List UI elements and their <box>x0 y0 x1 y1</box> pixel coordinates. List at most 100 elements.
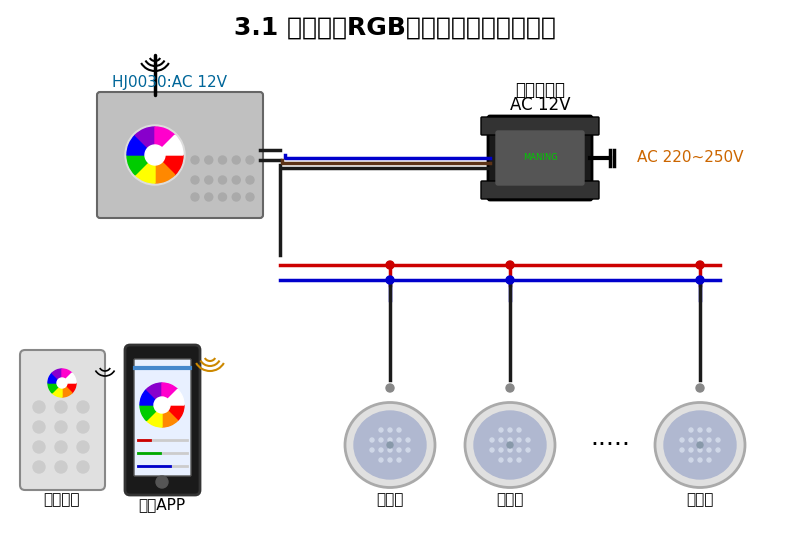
Circle shape <box>388 428 392 432</box>
Circle shape <box>490 438 494 442</box>
FancyBboxPatch shape <box>488 116 592 200</box>
Wedge shape <box>48 373 62 383</box>
Circle shape <box>191 193 199 201</box>
Circle shape <box>156 476 168 488</box>
Wedge shape <box>155 155 183 175</box>
Wedge shape <box>146 405 162 427</box>
Text: 3.1 水下灯在RGB模式中的连线应用示例: 3.1 水下灯在RGB模式中的连线应用示例 <box>234 16 556 40</box>
Circle shape <box>689 438 693 442</box>
Wedge shape <box>48 383 62 393</box>
Circle shape <box>55 401 67 413</box>
Circle shape <box>379 448 383 452</box>
Circle shape <box>77 401 89 413</box>
Circle shape <box>406 438 410 442</box>
Circle shape <box>370 448 374 452</box>
Circle shape <box>499 458 503 462</box>
Text: HJ0030:AC 12V: HJ0030:AC 12V <box>113 76 227 90</box>
Text: 触摸手柄: 触摸手柄 <box>44 493 80 507</box>
Circle shape <box>517 438 521 442</box>
Circle shape <box>689 428 693 432</box>
Ellipse shape <box>474 411 546 479</box>
Circle shape <box>77 421 89 433</box>
Circle shape <box>526 438 530 442</box>
Circle shape <box>386 261 394 269</box>
Circle shape <box>499 438 503 442</box>
Circle shape <box>696 261 704 269</box>
Text: 水下灯: 水下灯 <box>686 493 714 507</box>
Wedge shape <box>62 369 72 383</box>
Circle shape <box>77 441 89 453</box>
Circle shape <box>205 176 213 184</box>
Circle shape <box>125 125 185 185</box>
Ellipse shape <box>354 411 426 479</box>
Wedge shape <box>127 135 155 155</box>
Circle shape <box>508 428 512 432</box>
Circle shape <box>388 458 392 462</box>
Circle shape <box>506 384 514 392</box>
Wedge shape <box>140 390 162 405</box>
Circle shape <box>517 458 521 462</box>
Circle shape <box>33 461 45 473</box>
Circle shape <box>696 276 704 284</box>
Circle shape <box>499 448 503 452</box>
Circle shape <box>370 438 374 442</box>
Circle shape <box>145 145 165 165</box>
Text: 手机APP: 手机APP <box>138 498 186 512</box>
Wedge shape <box>155 135 183 155</box>
Ellipse shape <box>345 402 435 488</box>
Circle shape <box>506 276 514 284</box>
Circle shape <box>218 176 226 184</box>
FancyBboxPatch shape <box>20 350 105 490</box>
Wedge shape <box>162 405 184 420</box>
FancyBboxPatch shape <box>97 92 263 218</box>
Circle shape <box>154 397 170 413</box>
Circle shape <box>77 461 89 473</box>
Circle shape <box>55 441 67 453</box>
FancyBboxPatch shape <box>481 181 599 199</box>
Circle shape <box>33 421 45 433</box>
Circle shape <box>379 458 383 462</box>
Wedge shape <box>127 155 155 175</box>
Circle shape <box>246 156 254 164</box>
Wedge shape <box>52 369 62 383</box>
Circle shape <box>232 156 240 164</box>
FancyBboxPatch shape <box>134 359 191 476</box>
FancyBboxPatch shape <box>496 131 584 185</box>
Circle shape <box>386 276 394 284</box>
Circle shape <box>205 193 213 201</box>
Wedge shape <box>155 127 174 155</box>
Circle shape <box>397 458 401 462</box>
Circle shape <box>246 176 254 184</box>
Circle shape <box>406 448 410 452</box>
Circle shape <box>716 448 720 452</box>
Wedge shape <box>62 383 76 393</box>
Circle shape <box>506 261 514 269</box>
FancyBboxPatch shape <box>125 345 200 495</box>
Circle shape <box>696 384 704 392</box>
Circle shape <box>508 458 512 462</box>
Circle shape <box>191 156 199 164</box>
Wedge shape <box>162 390 184 405</box>
Circle shape <box>388 438 392 442</box>
Circle shape <box>698 438 702 442</box>
Text: AC 12V: AC 12V <box>510 96 570 114</box>
Circle shape <box>508 438 512 442</box>
Circle shape <box>507 442 513 448</box>
Circle shape <box>205 156 213 164</box>
Circle shape <box>716 438 720 442</box>
Circle shape <box>707 428 711 432</box>
Circle shape <box>55 421 67 433</box>
Wedge shape <box>62 373 76 383</box>
Circle shape <box>517 448 521 452</box>
Text: MANING: MANING <box>522 153 558 163</box>
Circle shape <box>218 156 226 164</box>
Circle shape <box>397 428 401 432</box>
Circle shape <box>397 448 401 452</box>
Circle shape <box>232 176 240 184</box>
Circle shape <box>379 428 383 432</box>
Circle shape <box>33 441 45 453</box>
Circle shape <box>707 438 711 442</box>
Ellipse shape <box>655 402 745 488</box>
Circle shape <box>246 193 254 201</box>
Text: 交流变压器: 交流变压器 <box>515 81 565 99</box>
